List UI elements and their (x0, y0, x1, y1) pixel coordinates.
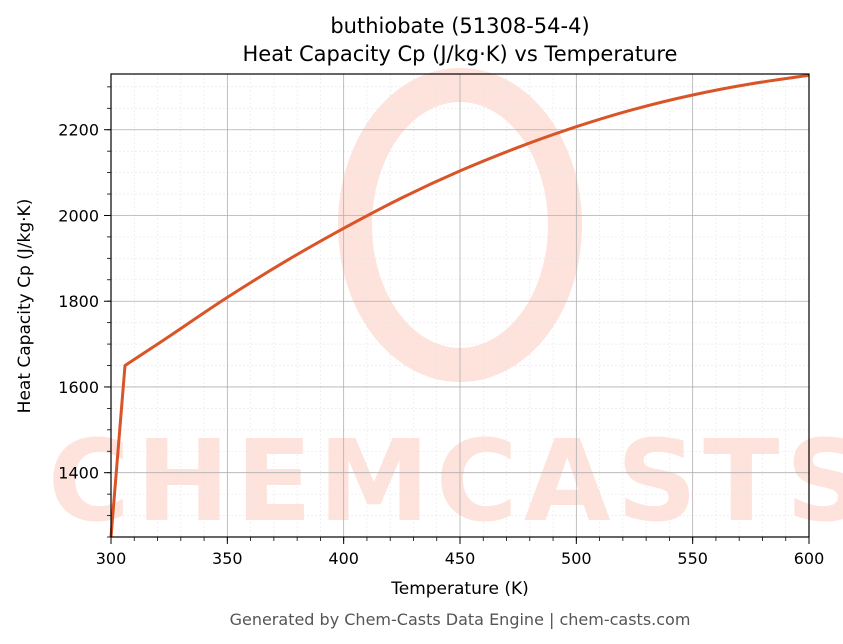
footer-credit: Generated by Chem-Casts Data Engine | ch… (230, 610, 691, 629)
y-tick-label: 2000 (58, 206, 99, 225)
chart-subtitle: Heat Capacity Cp (J/kg·K) vs Temperature (243, 42, 678, 66)
watermark-logo-text: CHEMCASTS (48, 417, 843, 547)
x-axis-label: Temperature (K) (390, 579, 529, 599)
x-tick-label: 400 (328, 549, 359, 568)
chemcasts-watermark: CHEMCASTS (48, 68, 843, 547)
series-line-cp (109, 73, 810, 538)
x-tick-label: 300 (96, 549, 127, 568)
y-tick-label: 1400 (58, 464, 99, 483)
y-tick-label: 1600 (58, 378, 99, 397)
y-tick-label: 2200 (58, 121, 99, 140)
x-tick-label: 550 (677, 549, 708, 568)
chart-title: buthiobate (51308-54-4) (330, 14, 589, 38)
x-tick-label: 350 (212, 549, 243, 568)
y-axis-ticks: 1400 1600 1800 2000 2200 (58, 86, 111, 538)
x-tick-label: 500 (561, 549, 592, 568)
x-tick-label: 600 (794, 549, 825, 568)
y-axis-label: Heat Capacity Cp (J/kg·K) (15, 199, 35, 414)
x-tick-label: 450 (445, 549, 476, 568)
y-tick-label: 1800 (58, 292, 99, 311)
x-axis-ticks: 300 350 400 450 500 550 600 (96, 537, 825, 568)
